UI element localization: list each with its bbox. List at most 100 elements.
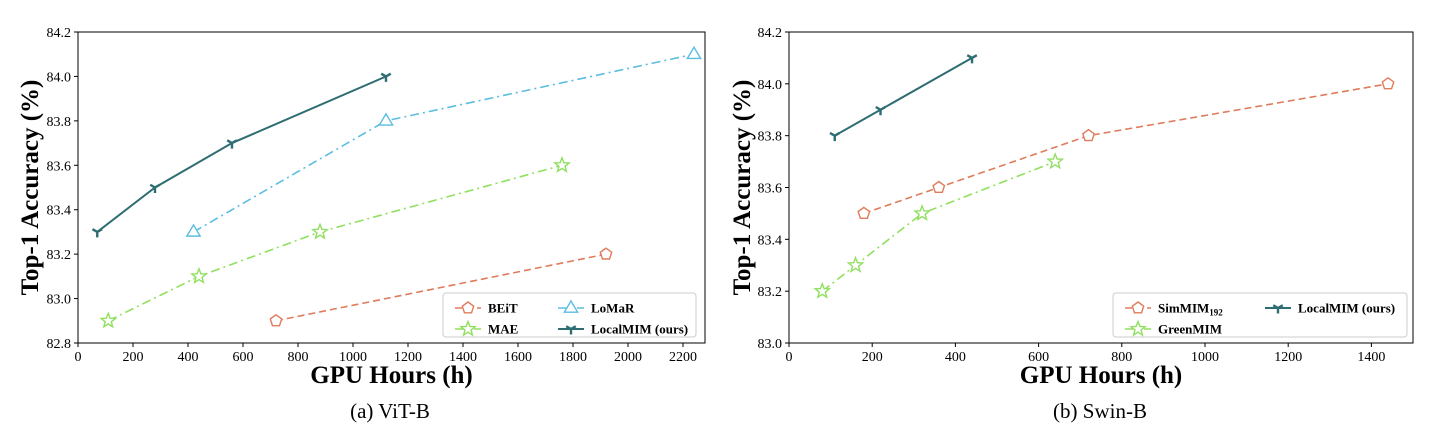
legend: BEiT MAE LoMaR LocalMIM (ours): [442, 292, 697, 338]
data-point: [185, 223, 202, 237]
y-tick-label: 83.2: [47, 248, 72, 263]
x-tick-label: 400: [178, 350, 199, 365]
legend-entry: LocalMIM (ours): [1265, 301, 1395, 316]
legend-entry: SimMIM192: [1125, 301, 1223, 318]
series-line: [193, 53, 695, 233]
legend-label: LocalMIM (ours): [591, 322, 688, 337]
y-axis-title: Top-1 Accuracy (%): [729, 80, 756, 296]
data-point: [380, 72, 392, 82]
y-tick-label: 83.8: [47, 115, 72, 130]
data-point: [846, 255, 865, 273]
x-tick-label: 1800: [559, 350, 587, 365]
legend-entry: GreenMIM: [1125, 319, 1222, 337]
x-tick-label: 800: [288, 350, 309, 365]
data-point: [1046, 152, 1065, 170]
data-point: [1381, 76, 1395, 90]
data-point: [1081, 128, 1096, 142]
series-line: [834, 57, 973, 137]
x-tick-label: 2000: [614, 350, 642, 365]
data-point: [913, 203, 932, 222]
x-tick-label: 600: [1028, 350, 1049, 365]
x-tick-label: 0: [75, 350, 82, 365]
legend-box: [442, 292, 697, 338]
data-point: [91, 228, 103, 238]
chart-panel-2: 0 200 400 600 800 1000 1200 1400 83.0 83.2 83.4 83.…: [729, 26, 1414, 423]
legend-marker: [1272, 304, 1284, 314]
y-axis-title: Top-1 Accuracy (%): [17, 80, 44, 296]
x-tick-label: 1600: [504, 350, 532, 365]
x-axis-title: GPU Hours (h): [310, 362, 473, 389]
legend-label: LocalMIM (ours): [1298, 301, 1395, 316]
data-point: [857, 206, 871, 219]
y-tick-label: 84.2: [758, 26, 783, 41]
data-point: [378, 112, 394, 126]
series-line: [107, 164, 563, 322]
data-point: [875, 105, 886, 116]
x-tick-label: 800: [1111, 350, 1132, 365]
legend: SimMIM192 GreenMIM LocalMIM (ours): [1112, 292, 1408, 338]
legend-entry: MAE: [455, 319, 518, 337]
x-tick-label: 1000: [339, 350, 367, 365]
legend-marker: [1129, 319, 1147, 337]
legend-box: [1112, 292, 1408, 338]
y-tick-label: 83.8: [758, 130, 783, 145]
y-tick-label: 84.0: [47, 70, 72, 85]
data-point: [269, 313, 283, 327]
chart-caption: (a) ViT-B: [350, 399, 430, 423]
data-point: [599, 247, 613, 260]
legend-entry: LoMaR: [558, 299, 635, 316]
data-point: [813, 281, 832, 299]
series-localmim-ours: [91, 72, 392, 238]
data-point: [149, 183, 161, 193]
series-line: [275, 253, 607, 322]
series-simmim: [857, 76, 1395, 219]
legend-marker: [459, 319, 477, 337]
legend-label: GreenMIM: [1158, 322, 1222, 337]
x-tick-label: 1200: [394, 350, 422, 365]
y-tick-label: 84.2: [47, 26, 72, 41]
x-tick-label: 200: [123, 350, 144, 365]
x-tick-label: 600: [233, 350, 254, 365]
legend-marker: [461, 301, 475, 314]
data-point: [311, 222, 329, 240]
plot-frame: [77, 31, 706, 344]
y-tick-label: 83.4: [758, 233, 783, 248]
x-tick-label: 200: [862, 350, 883, 365]
y-tick-label: 83.0: [47, 293, 72, 308]
x-axis-title: GPU Hours (h): [1020, 362, 1183, 389]
data-point: [553, 155, 571, 173]
x-tick-label: 0: [786, 350, 793, 365]
data-point: [966, 54, 978, 64]
legend-marker: [1131, 301, 1145, 314]
series-line: [821, 160, 1056, 292]
series-localmim-ours: [829, 54, 978, 142]
series-greenmim: [813, 152, 1065, 299]
x-tick-label: 1000: [1191, 350, 1219, 365]
x-tick-label: 400: [945, 350, 966, 365]
series-line: [96, 75, 387, 233]
legend-label: LoMaR: [591, 301, 635, 316]
legend-label: MAE: [488, 322, 518, 337]
legend-label-subscript: 192: [1209, 308, 1223, 318]
y-tick-label: 83.0: [758, 337, 783, 352]
legend-entry: LocalMIM (ours): [558, 322, 688, 337]
legend-label: BEiT: [488, 301, 518, 316]
data-point: [932, 180, 946, 194]
legend-marker: [565, 325, 577, 335]
series-lomar: [185, 45, 702, 237]
legend-entry: BEiT: [455, 301, 518, 316]
y-tick-label: 83.2: [758, 285, 783, 300]
legend-marker: [563, 299, 579, 313]
y-tick-label: 83.6: [47, 159, 72, 174]
data-point: [226, 139, 238, 149]
chart-panel-1: 0 200 400 600 800 1000 1200 1400 1600 1800 2000 220…: [17, 26, 706, 423]
y-tick-label: 84.0: [758, 78, 783, 93]
chart-caption: (b) Swin-B: [1053, 399, 1147, 423]
series-line: [863, 83, 1389, 215]
x-tick-label: 1400: [449, 350, 477, 365]
x-tick-label: 1200: [1274, 350, 1302, 365]
legend-label: SimMIM192: [1158, 301, 1223, 318]
y-tick-label: 83.6: [758, 182, 783, 197]
data-point: [99, 311, 118, 329]
